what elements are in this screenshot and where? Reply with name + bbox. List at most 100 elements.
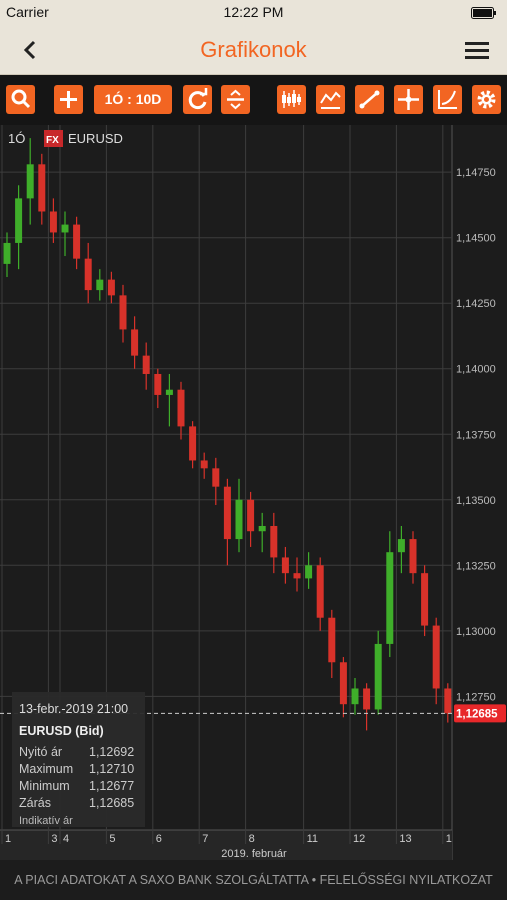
tooltip-title: EURUSD (Bid) [19, 724, 104, 738]
y-tick-label: 1,13500 [456, 495, 496, 507]
settings-button[interactable] [472, 85, 501, 114]
candle-body [165, 389, 173, 395]
candle-body [200, 460, 208, 469]
x-tick-label: 13 [399, 833, 411, 845]
tooltip-key: Minimum [19, 779, 70, 793]
chart-type-button[interactable] [277, 85, 306, 114]
y-tick-label: 1,14500 [456, 233, 496, 245]
y-tick-label: 1,13250 [456, 560, 496, 572]
candle-body [61, 224, 69, 233]
tooltip-key: Zárás [19, 796, 51, 810]
candle-body [154, 373, 162, 395]
x-tick-label: 8 [249, 833, 255, 845]
crosshair-button[interactable] [394, 85, 423, 114]
menu-button[interactable] [465, 41, 489, 59]
search-button[interactable] [6, 85, 35, 114]
candle-body [119, 295, 127, 330]
candle-body [432, 625, 440, 689]
carrier: Carrier [6, 4, 49, 20]
y-tick-label: 1,14000 [456, 364, 496, 376]
header: Grafikonok [0, 25, 507, 75]
candle-body [351, 688, 359, 705]
symbol-label: EURUSD [68, 131, 123, 146]
candle-body [49, 211, 57, 233]
tooltip: 13-febr.-2019 21:00 EURUSD (Bid) Nyitó ár 1… [12, 692, 145, 827]
candle-body [142, 355, 150, 374]
status-bar: Carrier 12:22 PM [0, 0, 507, 25]
candle-body [374, 643, 382, 710]
x-tick-label: 1 [5, 833, 11, 845]
y-tick-label: 1,14750 [456, 167, 496, 179]
candle-body [26, 164, 34, 199]
candle-body [223, 486, 231, 540]
candle-body [328, 617, 336, 663]
candle-body [38, 164, 46, 212]
candle-body [107, 279, 115, 296]
candle-body [305, 565, 313, 579]
candle-body [386, 552, 394, 644]
candle-body [363, 688, 371, 710]
battery [471, 7, 496, 19]
x-tick-label: 5 [109, 833, 115, 845]
tooltip-key: Nyitó ár [19, 745, 62, 759]
candle-body [397, 539, 405, 553]
candle-body [84, 258, 92, 291]
candle-body [270, 525, 278, 558]
candle-body [96, 279, 104, 291]
refresh-button[interactable] [183, 85, 212, 114]
tooltip-key: Maximum [19, 762, 73, 776]
y-tick-label: 1,13750 [456, 429, 496, 441]
candle-body [293, 573, 301, 579]
x-tick-label: 4 [63, 833, 69, 845]
x-tick-label: 6 [156, 833, 162, 845]
y-tick-label: 1,14250 [456, 298, 496, 310]
add-button[interactable] [54, 85, 83, 114]
y-tick-label: 1,12750 [456, 691, 496, 703]
x-tick-label: 11 [307, 833, 318, 845]
split-button[interactable] [221, 85, 250, 114]
candle-body [235, 499, 243, 540]
candle-body [339, 662, 347, 705]
last-price-label: 1,12685 [456, 708, 498, 720]
x-axis-title: 2019. február [221, 848, 287, 860]
interval-label: 1Ó [8, 131, 25, 146]
header-title: Grafikonok [200, 37, 307, 62]
x-tick-label: 12 [353, 833, 365, 845]
x-axis [0, 830, 452, 860]
candle-body [15, 198, 23, 243]
fx-badge: FX [46, 135, 59, 146]
footer[interactable]: A PIACI ADATOKAT A SAXO BANK SZOLGÁLTATT… [0, 860, 507, 900]
last-price-tag [454, 704, 506, 723]
candle-body [421, 573, 429, 626]
indicator-button[interactable] [316, 85, 345, 114]
candle-body [189, 426, 197, 461]
tooltip-box [12, 692, 145, 827]
candle-body [258, 525, 266, 532]
x-tick-label: 3 [51, 833, 57, 845]
candle-body [73, 224, 81, 259]
candle-body [444, 688, 452, 714]
tooltip-time: 13-febr.-2019 21:00 [19, 702, 128, 716]
x-tick-label: 7 [202, 833, 208, 845]
period-button[interactable]: 1Ó : 10D [94, 85, 172, 114]
candle-body [3, 242, 11, 264]
y-tick-label: 1,13000 [456, 626, 496, 638]
clock: 12:22 PM [223, 4, 284, 20]
trendline-button[interactable] [355, 85, 384, 114]
candle-body [212, 468, 220, 487]
tooltip-value: 1,12677 [89, 779, 134, 793]
chart: 1,14750 1,14500 1,14250 1,14000 1,13750 1,135… [0, 125, 507, 860]
tooltip-value: 1,12685 [89, 796, 134, 810]
candle-body [177, 389, 185, 427]
candle-body [316, 565, 324, 618]
tooltip-value: 1,12710 [89, 762, 134, 776]
toolbar: 1Ó : 10D [0, 75, 507, 125]
candle-body [131, 329, 139, 356]
curve-button[interactable] [433, 85, 462, 114]
fx-badge-bg [44, 130, 63, 147]
x-tick-label: 1 [446, 833, 452, 845]
back-button[interactable] [22, 40, 38, 60]
candle-body [409, 539, 417, 574]
candle-body [281, 557, 289, 574]
